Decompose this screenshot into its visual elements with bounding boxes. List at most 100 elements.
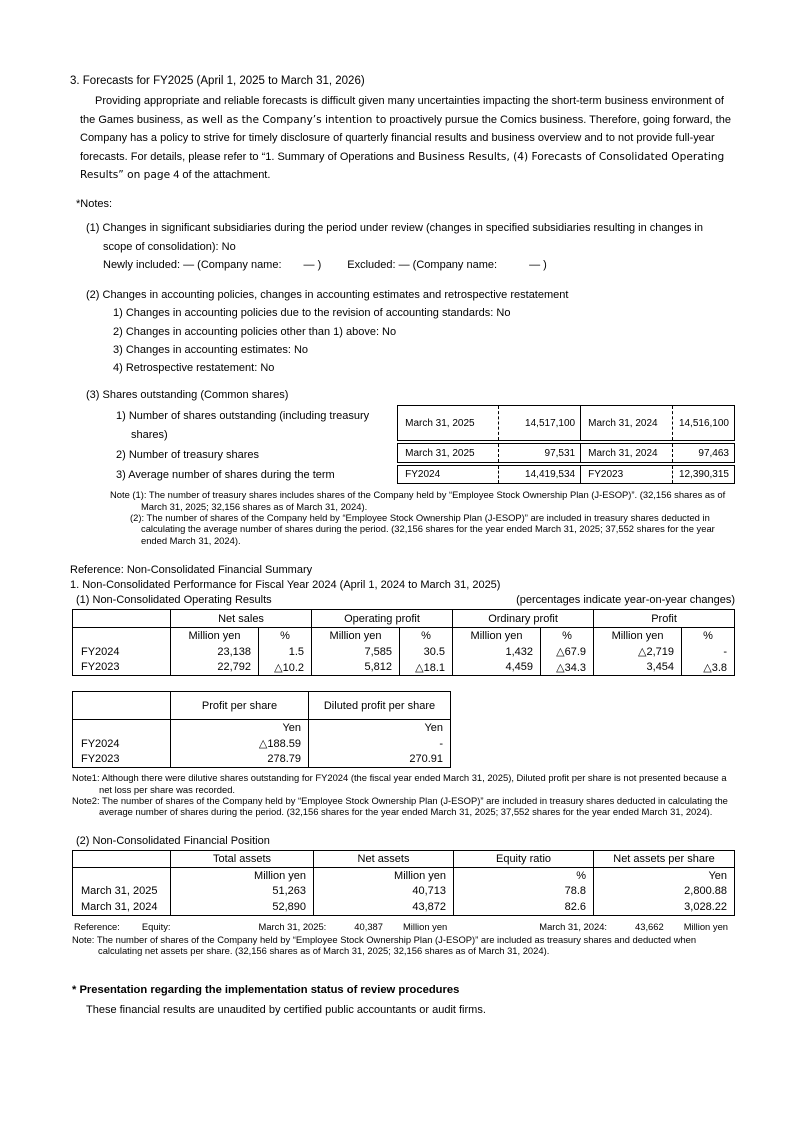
operating-profit-value: 7,585 (311, 643, 400, 660)
excluded-dash: — ) (529, 259, 547, 272)
ordinary-profit-value: 1,432 (452, 643, 541, 660)
note-1-subsidiaries: (1) Changes in significant subsidiaries … (86, 221, 703, 253)
net-sales-value: 22,792 (170, 659, 259, 676)
shares-period-label: FY2023 (581, 466, 674, 484)
row-label: FY2024 (81, 645, 120, 658)
profit-pct: - (681, 643, 735, 660)
review-procedures-heading: * Presentation regarding the implementat… (72, 983, 460, 996)
forecast-text-2: as well as the Company’s intention to (186, 113, 387, 126)
financial-position-row-2025: March 31, 2025 51,263 40,713 78.8 2,800.… (73, 883, 735, 900)
forecast-paragraph: Providing appropriate and reliable forec… (80, 92, 735, 185)
operating-results-caption-row: (1) Non-Consolidated Operating Results (… (76, 594, 735, 606)
unit-million-yen: Million yen (170, 627, 259, 644)
unit-yen: Yen (170, 719, 309, 736)
equity-unit: Million yen (683, 920, 728, 932)
note-2-item-3: 3) Changes in accounting estimates: No (113, 343, 309, 356)
net-assets-per-share-value: 2,800.88 (593, 883, 735, 900)
unit-percent: % (453, 867, 594, 884)
shares-value: 14,517,100 (499, 406, 582, 441)
financial-position-caption: (2) Non-Consolidated Financial Position (76, 834, 270, 847)
diluted-profit-per-share-value: - (308, 735, 451, 752)
financial-position-unit-row: Million yen Million yen % Yen (73, 867, 735, 884)
reference-summary-title: Reference: Non-Consolidated Financial Su… (70, 564, 313, 577)
equity-unit: Million yen (402, 920, 448, 932)
financial-position-table: Total assets Net assets Equity ratio Net… (72, 849, 735, 916)
financial-position-header-row: Total assets Net assets Equity ratio Net… (72, 850, 735, 868)
note-3-shares-outstanding-title: (3) Shares outstanding (Common shares) (86, 389, 289, 402)
unit-million-yen: Million yen (311, 627, 400, 644)
shares-item-2: 2) Number of treasury shares (116, 449, 260, 462)
net-sales-value: 23,138 (170, 643, 259, 660)
unit-percent: % (399, 627, 453, 644)
equity-value-2024: 43,662 (635, 920, 664, 932)
unit-million-yen: Million yen (313, 867, 454, 884)
per-share-row-fy2024: FY2024 △188.59 - (73, 735, 451, 752)
blank-corner-cell (72, 609, 171, 629)
col-group-profit: Profit (593, 609, 735, 629)
equity-date-2024: March 31, 2024: (539, 920, 608, 932)
blank-cell (73, 628, 171, 644)
per-share-row-fy2023: FY2023 278.79 270.91 (73, 751, 451, 768)
forecast-text-1: Providing appropriate and reliable forec… (80, 95, 724, 126)
ordinary-profit-value: 4,459 (452, 659, 541, 676)
operating-profit-pct: △18.1 (399, 659, 453, 676)
profit-value: △2,719 (593, 643, 682, 660)
profit-per-share-value: 278.79 (170, 751, 309, 768)
shares-value: 97,463 (698, 447, 729, 459)
col-net-assets: Net assets (313, 850, 454, 868)
operating-results-header-row: Net sales Operating profit Ordinary prof… (72, 609, 735, 629)
operating-results-row-fy2024: FY2024 23,138 1.5 7,585 30.5 1,432 △67.9… (73, 643, 735, 660)
col-group-net-sales: Net sales (169, 609, 312, 629)
shares-period-label: FY2024 (398, 466, 500, 484)
equity-value-2025: 40,387 (354, 920, 383, 932)
col-group-operating-profit: Operating profit (311, 609, 453, 629)
excluded-label: Excluded: — (Company name: (347, 259, 498, 272)
newly-included-dash: — ) (303, 259, 322, 272)
net-assets-per-share-value: 3,028.22 (593, 899, 735, 916)
per-share-note-1: Note1: Although there were dilutive shar… (72, 772, 727, 795)
shares-row-treasury: March 31, 2025 97,531 March 31, 2024 97,… (397, 443, 735, 464)
unit-million-yen: Million yen (170, 867, 314, 884)
ordinary-profit-pct: △34.3 (540, 659, 594, 676)
profit-pct: △3.8 (681, 659, 735, 676)
note-2-item-4: 4) Retrospective restatement: No (113, 361, 275, 374)
operating-results-table: Net sales Operating profit Ordinary prof… (72, 609, 736, 677)
net-assets-value: 43,872 (313, 899, 454, 916)
shares-item-list: 1) Number of shares outstanding (includi… (116, 405, 397, 486)
shares-item-3: 3) Average number of shares during the t… (116, 469, 335, 482)
note-2-item-2: 2) Changes in accounting policies other … (113, 325, 397, 338)
operating-results-caption: (1) Non-Consolidated Operating Results (76, 594, 272, 607)
newly-included-label: Newly included: — (Company name: (103, 259, 282, 272)
shares-date-label: March 31, 2024 (581, 406, 674, 441)
shares-table-note-2: (2): The number of shares of the Company… (130, 511, 715, 546)
unit-percent: % (257, 627, 312, 644)
reference-label: Reference: (74, 920, 120, 932)
shares-value: 14,516,100 (678, 417, 729, 429)
shares-date-label: March 31, 2025 (398, 444, 500, 463)
profit-per-share-value: △188.59 (170, 735, 309, 752)
equity-date-2025: March 31, 2025: (258, 920, 327, 932)
note-1-inclusion-line: Newly included: — (Company name: — ) Exclu… (103, 256, 735, 275)
shares-outstanding-section: 1) Number of shares outstanding (includi… (70, 405, 735, 486)
forecast-text-5: 4 of the attachment. (170, 169, 271, 182)
total-assets-value: 51,263 (170, 883, 314, 900)
col-profit-per-share: Profit per share (170, 691, 309, 721)
equity-ratio-value: 78.8 (453, 883, 594, 900)
financial-results-page: 3. Forecasts for FY2025 (April 1, 2025 t… (70, 75, 736, 1016)
equity-ratio-value: 82.6 (453, 899, 594, 916)
section-forecasts-heading: 3. Forecasts for FY2025 (April 1, 2025 t… (70, 75, 365, 87)
financial-position-note: Note: The number of shares of the Compan… (72, 933, 697, 957)
shares-date-label: March 31, 2024 (581, 444, 674, 463)
reference-performance-subtitle: 1. Non-Consolidated Performance for Fisc… (70, 578, 501, 591)
financial-position-row-2024: March 31, 2024 52,890 43,872 82.6 3,028.… (73, 899, 735, 916)
net-sales-pct: 1.5 (257, 643, 312, 660)
shares-table-note-1: Note (1): The number of treasury shares … (110, 489, 726, 512)
review-procedures-body: These financial results are unaudited by… (86, 1003, 486, 1016)
shares-value: 12,390,315 (678, 469, 729, 481)
shares-row-outstanding: March 31, 2025 14,517,100 March 31, 2024… (397, 405, 735, 442)
operating-profit-pct: 30.5 (399, 643, 453, 660)
blank-corner-cell (72, 850, 171, 868)
ordinary-profit-pct: △67.9 (540, 643, 594, 660)
total-assets-value: 52,890 (170, 899, 314, 916)
col-net-assets-per-share: Net assets per share (593, 850, 735, 868)
